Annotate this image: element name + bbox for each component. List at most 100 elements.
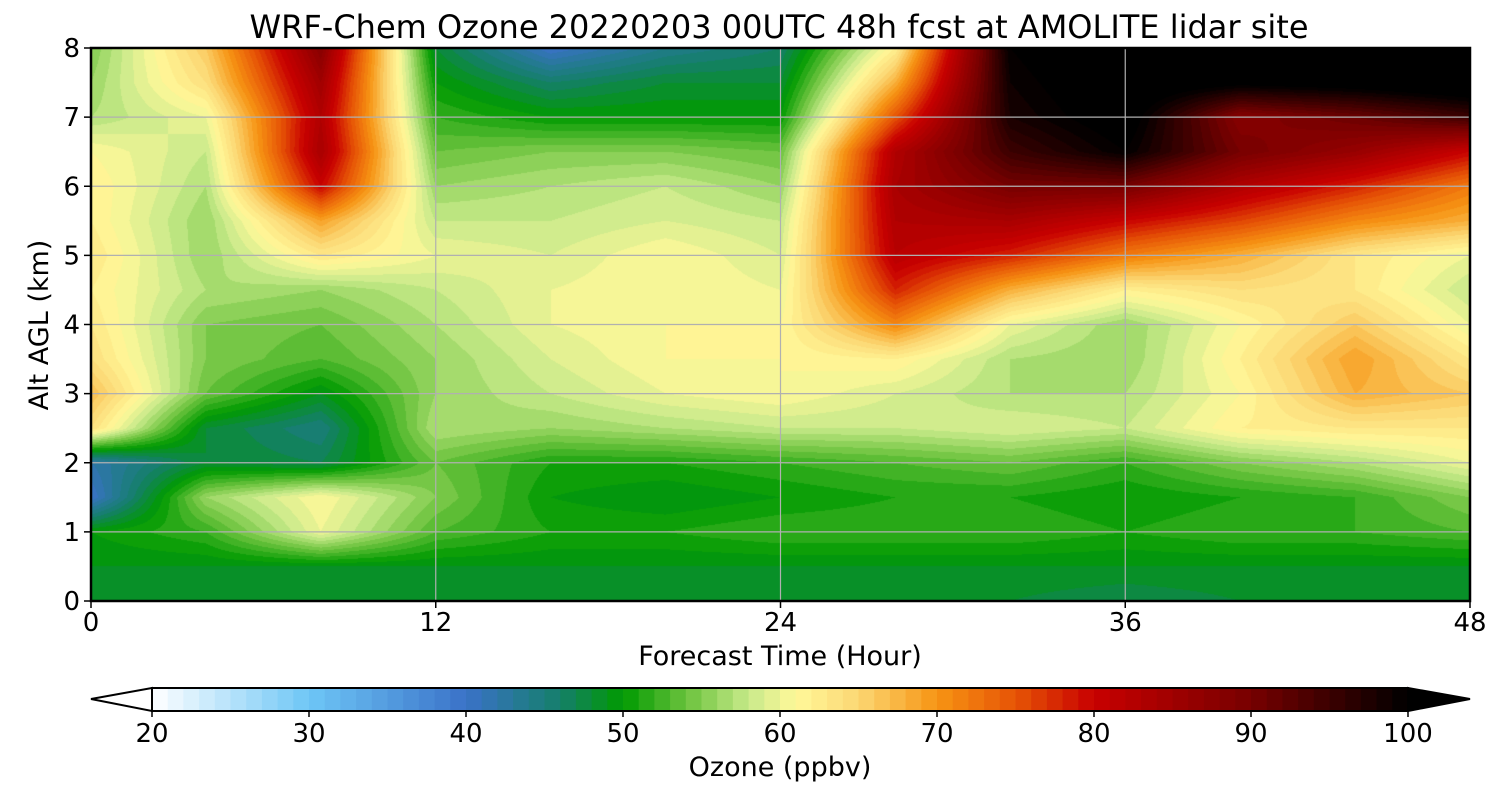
colorbar-segment	[670, 688, 687, 711]
colorbar-segment	[1203, 688, 1221, 711]
x-tick-label: 24	[764, 608, 797, 638]
plot-area	[89, 46, 1472, 603]
colorbar-segment	[1360, 688, 1378, 711]
colorbar-segment	[1376, 688, 1393, 711]
y-tick-label: 4	[63, 311, 80, 341]
colorbar-segment	[1329, 688, 1346, 711]
x-tick-label: 0	[83, 608, 100, 638]
colorbar-segment	[905, 688, 922, 711]
colorbar-segment	[591, 688, 608, 711]
y-tick-label: 5	[63, 241, 80, 271]
y-tick-label: 8	[63, 34, 80, 64]
colorbar-segment	[277, 688, 294, 711]
colorbar-segment	[230, 688, 247, 711]
colorbar-tick-label: 90	[1234, 719, 1267, 749]
colorbar-segment	[324, 688, 341, 711]
colorbar-segment	[167, 688, 184, 711]
colorbar-segment	[560, 688, 577, 711]
colorbar-ticks: 20 30 40 50 60 70 80 90 100	[135, 711, 1433, 749]
colorbar-segment	[1235, 688, 1252, 711]
x-tick-label: 36	[1109, 608, 1142, 638]
colorbar-segment	[1282, 688, 1299, 711]
y-tick-label: 3	[63, 380, 80, 410]
colorbar-segment	[387, 688, 404, 711]
colorbar-segment	[623, 688, 640, 711]
colorbar-segment	[1172, 688, 1189, 711]
colorbar-segment	[1015, 688, 1032, 711]
colorbar-segment	[1062, 688, 1079, 711]
colorbar-segment	[528, 688, 546, 711]
colorbar-segment	[293, 688, 310, 711]
colorbar-segment	[968, 688, 985, 711]
colorbar-segment	[921, 688, 938, 711]
colorbar-extend-low	[90, 686, 153, 713]
colorbar-segment	[1046, 688, 1064, 711]
colorbar-segment	[952, 688, 969, 711]
colorbar-segment	[1094, 688, 1111, 711]
colorbar-segment	[513, 688, 530, 711]
colorbar-segment	[152, 688, 169, 711]
colorbar-segment	[811, 688, 828, 711]
colorbar-tick-label: 60	[763, 719, 796, 749]
colorbar-segment	[1345, 688, 1362, 711]
colorbar-segment	[199, 688, 216, 711]
colorbar-tick-label: 100	[1383, 719, 1433, 749]
colorbar-segment	[1031, 688, 1048, 711]
colorbar-segment	[717, 688, 734, 711]
colorbar-segment	[764, 688, 781, 711]
colorbar-segment	[1125, 688, 1142, 711]
colorbar-segment	[214, 688, 232, 711]
y-tick-label: 0	[63, 587, 80, 617]
colorbar-segment	[403, 688, 420, 711]
colorbar-segment	[732, 688, 750, 711]
colorbar-segment	[937, 688, 954, 711]
colorbar-segment	[795, 688, 812, 711]
colorbar-segment	[1078, 688, 1095, 711]
y-tick-label: 7	[63, 103, 80, 133]
colorbar-segment	[1188, 688, 1205, 711]
colorbar-segment	[340, 688, 357, 711]
colorbar-segment	[1109, 688, 1126, 711]
colorbar-segment	[874, 688, 891, 711]
colorbar-segment	[309, 688, 326, 711]
colorbar-segment	[1392, 688, 1409, 711]
colorbar-segment	[1141, 688, 1158, 711]
colorbar-segment	[1251, 688, 1268, 711]
x-tick-label: 48	[1453, 608, 1486, 638]
y-tick-label: 1	[63, 518, 80, 548]
chart-title: WRF-Chem Ozone 20220203 00UTC 48h fcst a…	[249, 8, 1308, 46]
colorbar-tick-label: 30	[292, 719, 325, 749]
x-axis-ticks: 0 12 24 36 48	[83, 601, 1487, 638]
colorbar-segment	[434, 688, 451, 711]
colorbar-segment	[638, 688, 655, 711]
colorbar-segment	[466, 688, 483, 711]
colorbar-segment	[748, 688, 765, 711]
colorbar-segment	[450, 688, 467, 711]
colorbar-segment	[261, 688, 279, 711]
colorbar-segment	[497, 688, 514, 711]
colorbar-label: Ozone (ppbv)	[689, 752, 872, 783]
colorbar-segment	[1219, 688, 1236, 711]
colorbar-segment	[889, 688, 907, 711]
colorbar-segment	[183, 688, 200, 711]
colorbar-tick-label: 80	[1077, 719, 1110, 749]
colorbar-tick-label: 70	[920, 719, 953, 749]
y-axis-ticks: 0 1 2 3 4 5 6 7 8	[63, 34, 91, 617]
colorbar-segment	[418, 688, 436, 711]
colorbar-segment	[1266, 688, 1283, 711]
x-axis-label: Forecast Time (Hour)	[638, 641, 922, 672]
colorbar-segment	[842, 688, 860, 711]
colorbar-segment	[481, 688, 498, 711]
colorbar-segment	[685, 688, 703, 711]
colorbar-segment	[701, 688, 718, 711]
colorbar-segment	[544, 688, 561, 711]
colorbar-segment	[780, 688, 797, 711]
y-tick-label: 2	[63, 449, 80, 479]
colorbar-segments	[152, 688, 1409, 711]
y-tick-label: 6	[63, 172, 80, 202]
grid-lines	[91, 48, 1470, 601]
colorbar-segment	[607, 688, 624, 711]
colorbar-tick-label: 50	[606, 719, 639, 749]
x-tick-label: 12	[419, 608, 452, 638]
